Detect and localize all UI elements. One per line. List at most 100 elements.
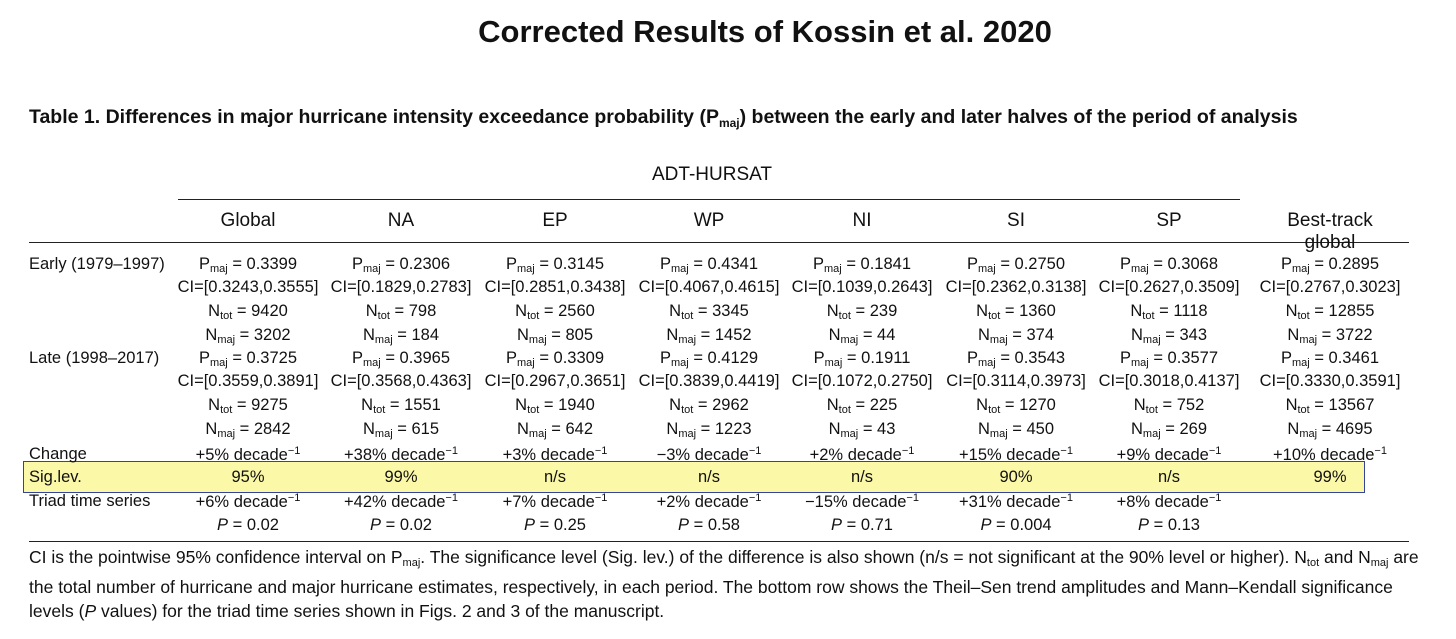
- equals: =: [381, 516, 400, 534]
- subscript: maj: [210, 357, 228, 369]
- value: 1551: [404, 396, 441, 414]
- equals: =: [858, 326, 878, 344]
- symbol: P: [1280, 349, 1292, 367]
- nmaj-cell: Nmaj = 44: [829, 326, 896, 346]
- symbol: N: [828, 420, 841, 438]
- value: 184: [411, 326, 439, 344]
- subscript: maj: [1142, 428, 1161, 440]
- ci-value: CI=[0.3568,0.4363]: [330, 372, 472, 390]
- pmaj-cell: Pmaj = 0.2895: [1281, 255, 1379, 275]
- p-value: 0.71: [860, 516, 893, 534]
- equals: =: [850, 302, 870, 320]
- equals: =: [535, 516, 554, 534]
- symbol: N: [826, 396, 839, 414]
- value: 0.3145: [553, 255, 605, 273]
- subscript: tot: [527, 404, 540, 416]
- symbol: N: [208, 302, 221, 320]
- change-value: +5%: [195, 446, 230, 464]
- change-value: +10%: [1273, 446, 1316, 464]
- decade-unit: decade: [229, 446, 288, 464]
- equals: =: [1317, 420, 1336, 438]
- ci-cell: CI=[0.1829,0.2783]: [331, 278, 472, 297]
- value: 225: [869, 396, 898, 414]
- subscript: tot: [373, 404, 386, 416]
- subscript: tot: [527, 310, 540, 322]
- triad-cell: +2% decade−1: [657, 492, 762, 512]
- decade-exponent: −1: [1208, 492, 1222, 504]
- ci-cell: CI=[0.3243,0.3555]: [178, 278, 319, 297]
- value: 3345: [712, 302, 749, 320]
- change-value: −3%: [656, 446, 691, 464]
- value: 4695: [1335, 420, 1373, 438]
- subscript: tot: [1142, 310, 1155, 322]
- equals: =: [995, 349, 1015, 367]
- value: 1270: [1019, 396, 1056, 414]
- symbol: P: [812, 255, 824, 273]
- ci-cell: CI=[0.2967,0.3651]: [485, 372, 626, 391]
- triad-value: +7%: [502, 493, 537, 511]
- value: 450: [1026, 420, 1054, 438]
- symbol: N: [828, 326, 841, 344]
- value: 9420: [251, 302, 288, 320]
- ntot-cell: Ntot = 12855: [1286, 302, 1375, 322]
- value: 1940: [558, 396, 595, 414]
- symbol: N: [826, 302, 839, 320]
- ci-value: CI=[0.2362,0.3138]: [945, 278, 1087, 296]
- symbol: P: [966, 349, 978, 367]
- equals: =: [235, 326, 254, 344]
- sig-cell: 90%: [999, 468, 1032, 487]
- pmaj-cell: Pmaj = 0.2306: [352, 255, 450, 275]
- symbol: P: [1119, 255, 1131, 273]
- decade-exponent: −1: [287, 492, 301, 504]
- equals: =: [534, 349, 554, 367]
- ntot-cell: Ntot = 1118: [1130, 302, 1207, 322]
- equals: =: [688, 349, 708, 367]
- subscript: tot: [988, 404, 1001, 416]
- equals: =: [385, 396, 405, 414]
- symbol: N: [361, 396, 374, 414]
- value: 374: [1026, 326, 1054, 344]
- equals: =: [1309, 255, 1329, 273]
- change-cell: +15% decade−1: [959, 445, 1073, 465]
- ntot-cell: Ntot = 1360: [976, 302, 1056, 322]
- ntot-cell: Ntot = 1551: [361, 396, 441, 416]
- significance-highlight: [23, 461, 1365, 493]
- equals: =: [392, 420, 412, 438]
- decade-exponent: −1: [445, 445, 458, 457]
- ntot-cell: Ntot = 9420: [208, 302, 288, 322]
- group-rule: [178, 199, 1240, 200]
- p-label: P: [678, 516, 690, 534]
- nmaj-cell: Nmaj = 374: [978, 326, 1054, 346]
- equals: =: [1157, 396, 1177, 414]
- value: 0.3965: [399, 349, 451, 367]
- symbol: N: [365, 302, 378, 320]
- equals: =: [842, 516, 861, 534]
- symbol: N: [1285, 302, 1298, 320]
- equals: =: [1007, 420, 1027, 438]
- ci-cell: CI=[0.2362,0.3138]: [946, 278, 1087, 297]
- equals: =: [389, 302, 409, 320]
- symbol: N: [669, 396, 682, 414]
- equals: =: [842, 349, 862, 367]
- symbol: P: [505, 349, 517, 367]
- ci-value: CI=[0.2627,0.3509]: [1098, 278, 1240, 296]
- sig-value: n/s: [1157, 468, 1181, 486]
- nmaj-cell: Nmaj = 3722: [1287, 326, 1372, 346]
- value: 9275: [251, 396, 288, 414]
- nmaj-cell: Nmaj = 43: [829, 420, 896, 440]
- symbol: N: [976, 302, 989, 320]
- value: 0.3309: [553, 349, 605, 367]
- symbol: N: [517, 326, 529, 344]
- ci-value: CI=[0.2767,0.3023]: [1259, 278, 1401, 296]
- pmaj-cell: Pmaj = 0.3309: [506, 349, 604, 369]
- ci-cell: CI=[0.2627,0.3509]: [1099, 278, 1240, 297]
- value: 0.3725: [246, 349, 298, 367]
- subscript: maj: [989, 334, 1008, 346]
- sig-value: 90%: [999, 468, 1033, 486]
- decade-unit: decade: [690, 446, 749, 464]
- sig-cell: 99%: [1313, 468, 1346, 487]
- triad-cell: +6% decade−1: [196, 492, 301, 512]
- triad-p-cell: P = 0.13: [1138, 516, 1200, 535]
- decade-unit: decade: [1150, 493, 1209, 511]
- equals: =: [1309, 302, 1329, 320]
